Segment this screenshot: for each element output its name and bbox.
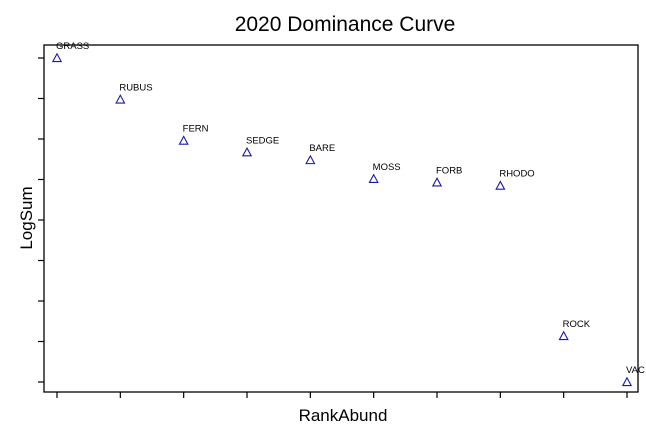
y-axis-title: LogSum <box>17 186 36 249</box>
point-rubus <box>115 94 126 104</box>
chart-title: 2020 Dominance Curve <box>235 13 456 36</box>
point-bare <box>305 154 316 165</box>
point-label-grass: GRASS <box>56 41 89 52</box>
point-label-sedge: SEDGE <box>246 135 279 146</box>
point-labels: GRASS RUBUS FERN SEDGE BARE MOSS FORB RHODO ROCK… <box>56 41 645 376</box>
x-axis-title: RankAbund <box>299 406 388 425</box>
point-label-rubus: RUBUS <box>119 82 152 93</box>
data-points <box>51 52 633 387</box>
point-label-vac: VAC <box>626 365 645 376</box>
point-sedge <box>241 146 253 157</box>
point-label-forb: FORB <box>436 165 462 176</box>
plot-frame <box>43 44 639 393</box>
y-axis-ticks <box>38 57 44 383</box>
point-label-rock: ROCK <box>563 319 591 330</box>
point-label-rhodo: RHODO <box>499 169 534 180</box>
point-moss <box>368 173 379 183</box>
point-label-fern: FERN <box>183 124 209 135</box>
point-grass <box>51 52 63 63</box>
x-axis-ticks <box>56 392 628 398</box>
point-vac <box>621 376 633 387</box>
point-rock <box>558 330 569 341</box>
point-fern <box>178 135 189 145</box>
point-rhodo <box>495 180 506 190</box>
point-forb <box>431 177 443 187</box>
point-label-bare: BARE <box>309 143 335 154</box>
point-label-moss: MOSS <box>373 162 401 173</box>
